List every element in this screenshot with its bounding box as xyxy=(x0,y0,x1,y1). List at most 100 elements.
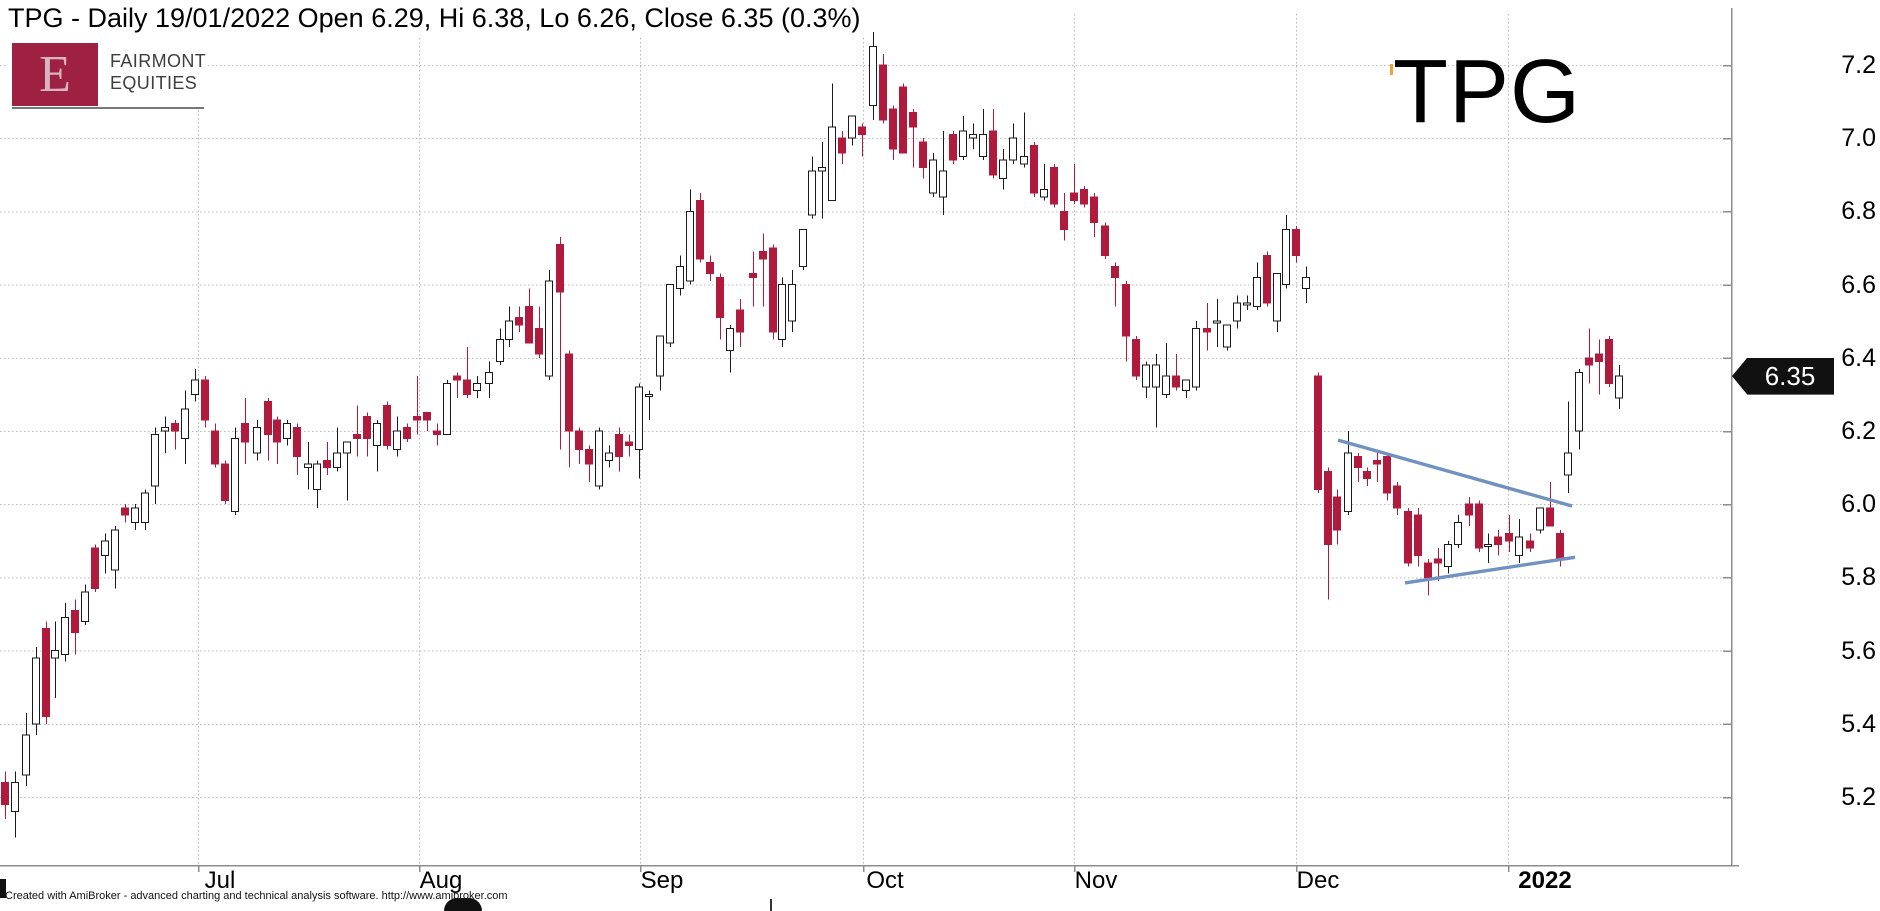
y-axis-label: 7.2 xyxy=(1841,51,1876,79)
candle-body xyxy=(545,280,553,377)
y-axis-label: 6.4 xyxy=(1841,343,1876,372)
screen-edge-artifact xyxy=(0,879,6,898)
candle-body xyxy=(1020,156,1028,165)
candle-body xyxy=(595,430,603,487)
candle-body xyxy=(1314,375,1322,491)
candle-body xyxy=(515,317,523,326)
y-axis-label: 6.0 xyxy=(1841,490,1876,519)
candle-body xyxy=(1302,276,1310,289)
candle-body xyxy=(1,781,9,805)
logo-underline xyxy=(12,107,204,109)
candle-body xyxy=(1213,320,1221,324)
candle-body xyxy=(131,507,139,523)
candle-body xyxy=(1484,543,1492,547)
candle-body xyxy=(1585,357,1593,366)
candle-body xyxy=(1414,514,1422,556)
candle-body xyxy=(241,423,249,443)
candle-body xyxy=(556,243,564,293)
candle-body xyxy=(423,412,431,421)
candle-body xyxy=(889,108,897,150)
logo-letter: E xyxy=(39,45,71,103)
candle-body xyxy=(769,247,777,333)
candle-body xyxy=(11,781,19,813)
candle-body xyxy=(393,430,401,450)
candle-body xyxy=(363,415,371,439)
ticker-watermark: TPG xyxy=(1393,42,1582,142)
candle-body xyxy=(1152,364,1160,388)
cropped-line-artifact xyxy=(770,899,772,911)
candle-body xyxy=(1040,188,1048,198)
candle-body xyxy=(736,309,744,333)
candle-body xyxy=(1526,540,1534,549)
candle-body xyxy=(635,386,643,450)
candle-body xyxy=(1009,137,1017,161)
trendline xyxy=(1404,555,1576,585)
candle-body xyxy=(1536,507,1544,531)
candle-body xyxy=(273,419,281,443)
candle-body xyxy=(1494,536,1502,545)
x-axis-label-sep: Sep xyxy=(640,867,684,894)
candle-body xyxy=(686,210,694,282)
cursor-artifact xyxy=(1390,64,1393,75)
candle-body xyxy=(1172,375,1180,388)
logo-wordmark: FAIRMONT EQUITIES xyxy=(110,50,206,94)
candle-body xyxy=(1363,470,1371,480)
candle-body xyxy=(959,130,967,158)
amibroker-credit: Created with AmiBroker - advanced charti… xyxy=(5,890,508,902)
candle-body xyxy=(1434,558,1442,564)
candle-body xyxy=(759,251,767,260)
candle-body xyxy=(141,492,149,524)
candle-body xyxy=(1454,522,1462,545)
candle-body xyxy=(1515,536,1523,556)
candle-body xyxy=(1203,328,1211,333)
candle-body xyxy=(1605,339,1613,384)
candle-body xyxy=(496,339,504,362)
x-axis-label-aug: Aug xyxy=(419,867,463,894)
candle-body xyxy=(323,459,331,469)
candle-body xyxy=(939,170,947,198)
candle-body xyxy=(726,328,734,351)
candle-body xyxy=(1344,452,1352,513)
candle-body xyxy=(161,426,169,432)
candle-body xyxy=(1373,459,1381,465)
candle-body xyxy=(1615,375,1623,399)
candle-body xyxy=(383,404,391,447)
candle-body xyxy=(615,434,623,458)
x-axis-label-nov: Nov xyxy=(1074,867,1118,894)
candle-body xyxy=(1142,364,1150,388)
candle-body xyxy=(999,159,1007,179)
candle-body xyxy=(221,463,229,502)
candle-body xyxy=(706,262,714,275)
candle-body xyxy=(818,166,826,172)
candle-body xyxy=(1223,324,1231,348)
candle-body xyxy=(121,507,129,516)
y-axis-label: 7.0 xyxy=(1841,124,1876,153)
y-axis-label: 6.8 xyxy=(1841,197,1876,226)
candle-body xyxy=(666,284,674,344)
candle-body xyxy=(676,265,684,289)
candle-body xyxy=(485,371,493,384)
candle-body xyxy=(525,306,533,344)
candle-body xyxy=(799,229,807,267)
candle-body xyxy=(575,430,583,450)
cropped-dome-artifact xyxy=(444,898,482,911)
candle-body xyxy=(443,382,451,436)
candle-body xyxy=(716,276,724,319)
candle-body xyxy=(1111,265,1119,278)
x-axis-label-oct: Oct xyxy=(866,867,904,894)
candle-body xyxy=(1263,254,1271,304)
candle-body xyxy=(788,284,796,322)
trendline xyxy=(1337,438,1573,508)
candle-body xyxy=(91,547,99,589)
candle-body xyxy=(565,353,573,432)
candle-body xyxy=(1393,485,1401,509)
candle-body xyxy=(51,650,59,659)
candle-body xyxy=(211,430,219,465)
candle-body xyxy=(535,328,543,355)
candle-body xyxy=(101,540,109,556)
candle-body xyxy=(625,441,633,447)
candle-body xyxy=(463,379,471,395)
candle-body xyxy=(1292,229,1300,256)
